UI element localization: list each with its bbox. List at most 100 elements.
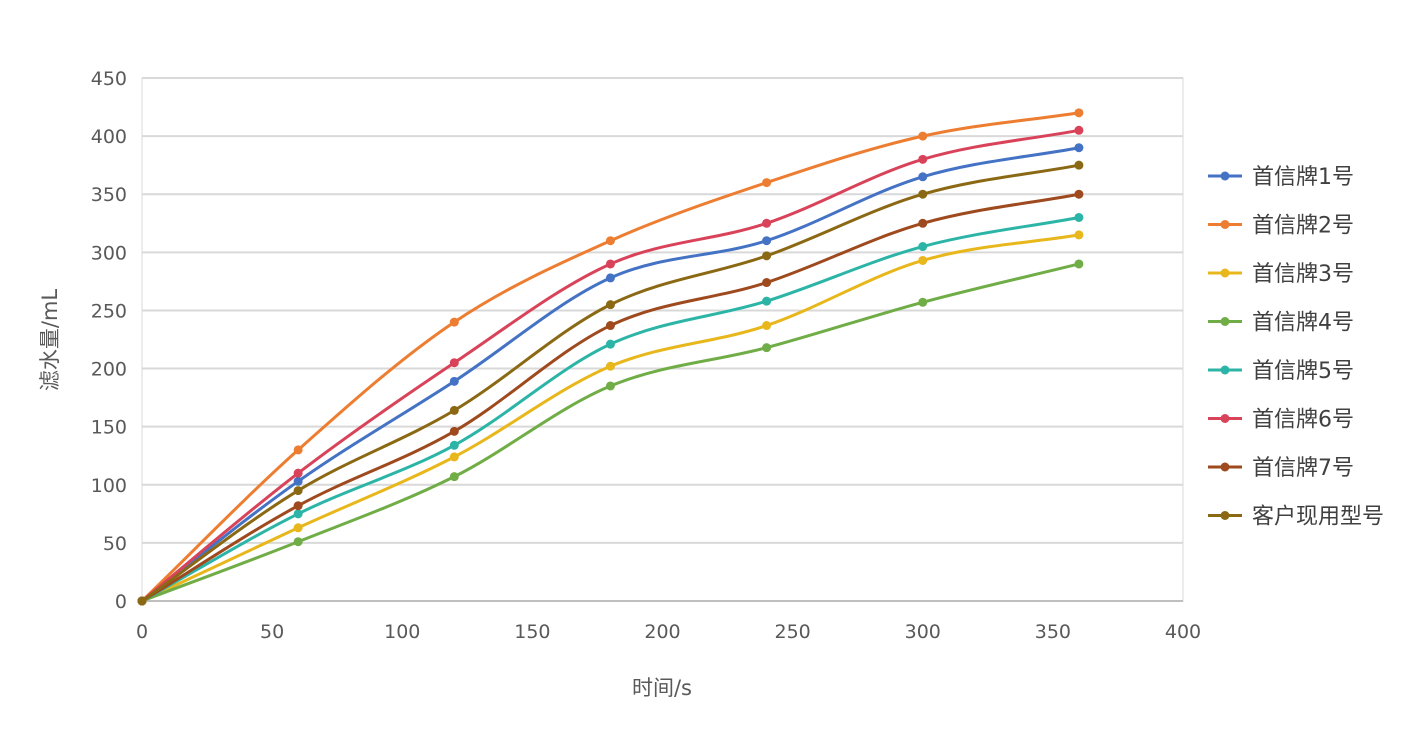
data-point <box>762 218 772 228</box>
y-tick-label: 350 <box>91 184 127 206</box>
data-point <box>1074 160 1084 170</box>
gridlines <box>142 77 1183 602</box>
x-tick-label: 250 <box>774 621 810 643</box>
data-point <box>762 343 772 353</box>
legend-item: 首信牌6号 <box>1208 408 1354 433</box>
legend-label: 首信牌6号 <box>1252 408 1354 433</box>
data-point <box>918 131 928 141</box>
legend-marker <box>1220 171 1230 181</box>
data-point <box>762 236 772 246</box>
legend-marker <box>1220 414 1230 423</box>
data-point <box>293 486 303 496</box>
legend-item: 客户现用型号 <box>1208 505 1384 530</box>
data-point <box>449 452 459 462</box>
series-layer <box>137 108 1084 606</box>
legend-item: 首信牌4号 <box>1208 311 1354 336</box>
y-tick-label: 50 <box>103 533 127 555</box>
data-point <box>605 236 615 246</box>
data-point <box>293 537 303 547</box>
data-point <box>293 501 303 511</box>
series-line <box>140 111 1081 603</box>
legend-label: 首信牌1号 <box>1252 165 1354 190</box>
data-point <box>1074 108 1084 118</box>
data-point <box>762 296 772 306</box>
y-tick-label: 400 <box>91 126 127 148</box>
legend-item: 首信牌5号 <box>1208 359 1354 384</box>
legend-label: 首信牌4号 <box>1252 311 1354 336</box>
y-tick-label: 450 <box>91 68 127 90</box>
series-line <box>140 262 1081 603</box>
data-point <box>1074 212 1084 222</box>
data-point <box>1074 125 1084 135</box>
y-axis: 0 50 100 150 200 250 300 350 400 450 <box>91 68 127 613</box>
data-point <box>762 278 772 288</box>
data-point <box>918 255 928 265</box>
data-point <box>918 242 928 252</box>
legend-marker <box>1220 220 1230 229</box>
legend-marker <box>1220 317 1230 326</box>
data-point <box>918 297 928 307</box>
x-axis-title: 时间/s <box>632 676 692 700</box>
legend-marker <box>1220 462 1230 472</box>
legend-label: 首信牌2号 <box>1252 214 1354 239</box>
legend: 首信牌1号首信牌2号首信牌3号首信牌4号首信牌5号首信牌6号首信牌7号客户现用型… <box>1208 165 1384 530</box>
data-point <box>1074 259 1084 269</box>
data-point <box>605 361 615 371</box>
series-8 <box>137 160 1084 606</box>
data-point <box>449 426 459 436</box>
legend-label: 首信牌5号 <box>1252 359 1354 384</box>
series-line <box>140 233 1081 603</box>
legend-marker <box>1220 511 1230 520</box>
data-point <box>605 273 615 283</box>
data-point <box>449 376 459 386</box>
x-tick-label: 400 <box>1165 621 1201 643</box>
x-axis: 0 50 100 150 200 250 300 350 400 <box>136 621 1201 643</box>
x-tick-label: 100 <box>384 621 420 643</box>
y-tick-label: 100 <box>91 475 127 497</box>
data-point <box>449 358 459 368</box>
data-point <box>449 440 459 450</box>
legend-label: 首信牌7号 <box>1252 456 1354 481</box>
legend-marker <box>1220 365 1230 375</box>
data-point <box>449 405 459 415</box>
legend-label: 客户现用型号 <box>1252 505 1384 530</box>
x-tick-label: 50 <box>260 621 284 643</box>
x-tick-label: 150 <box>514 621 550 643</box>
data-point <box>762 251 772 261</box>
y-tick-label: 200 <box>91 359 127 381</box>
series-3 <box>137 230 1084 606</box>
data-point <box>1074 143 1084 153</box>
data-point <box>1074 230 1084 240</box>
x-tick-label: 350 <box>1035 621 1071 643</box>
data-point <box>293 523 303 533</box>
y-axis-title: 滤水量/mL <box>38 289 62 392</box>
series-5 <box>137 212 1084 606</box>
data-point <box>762 178 772 188</box>
data-point <box>293 476 303 486</box>
legend-item: 首信牌2号 <box>1208 214 1354 239</box>
series-2 <box>137 108 1084 606</box>
data-point <box>605 321 615 331</box>
data-point <box>449 472 459 482</box>
data-point <box>293 509 303 519</box>
data-point <box>293 468 303 478</box>
x-tick-label: 300 <box>905 621 941 643</box>
x-tick-label: 200 <box>644 621 680 643</box>
data-point <box>449 317 459 327</box>
data-point <box>293 445 303 455</box>
data-point <box>605 300 615 310</box>
legend-label: 首信牌3号 <box>1252 262 1354 287</box>
data-point <box>1074 189 1084 199</box>
series-line <box>140 146 1081 603</box>
y-tick-label: 300 <box>91 242 127 264</box>
data-point <box>137 596 147 606</box>
legend-item: 首信牌7号 <box>1208 456 1354 481</box>
data-point <box>605 381 615 391</box>
legend-item: 首信牌1号 <box>1208 165 1354 190</box>
y-tick-label: 150 <box>91 417 127 439</box>
x-tick-label: 0 <box>136 621 148 643</box>
data-point <box>918 218 928 228</box>
data-point <box>762 321 772 331</box>
legend-item: 首信牌3号 <box>1208 262 1354 287</box>
